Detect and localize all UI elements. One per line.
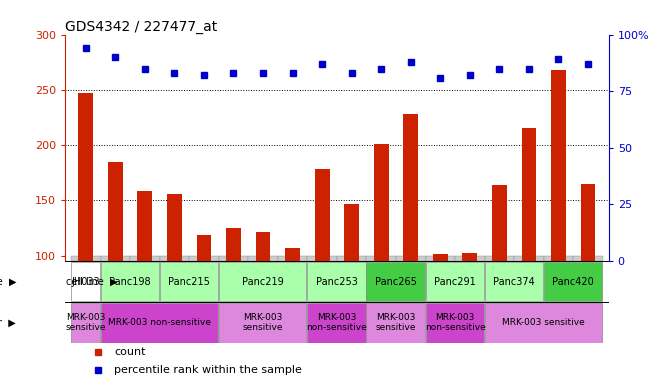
Bar (285, 248, 300, 261)
Bar (374, 144, 389, 261)
Text: MRK-003
sensitive: MRK-003 sensitive (243, 313, 283, 333)
Bar (367, 255, 396, 261)
Bar (256, 232, 270, 261)
Bar (71, 303, 100, 343)
Bar (581, 184, 596, 261)
Bar (78, 93, 93, 261)
Text: Panc291: Panc291 (434, 276, 476, 286)
Text: GDS4342 / 227477_at: GDS4342 / 227477_at (65, 20, 217, 33)
Text: MRK-003
non-sensitive: MRK-003 non-sensitive (424, 313, 486, 333)
Bar (455, 255, 484, 261)
Bar (100, 262, 159, 301)
Bar (219, 255, 248, 261)
Text: Panc253: Panc253 (316, 276, 358, 286)
Bar (396, 255, 426, 261)
Bar (71, 262, 100, 301)
Bar (307, 255, 337, 261)
Text: MRK-003
sensitive: MRK-003 sensitive (66, 313, 106, 333)
Bar (426, 303, 484, 343)
Bar (367, 262, 424, 301)
Text: Panc374: Panc374 (493, 276, 535, 286)
Text: Panc215: Panc215 (168, 276, 210, 286)
Bar (484, 303, 602, 343)
Bar (544, 255, 574, 261)
Bar (484, 262, 543, 301)
Bar (544, 262, 602, 301)
Bar (433, 254, 448, 261)
Bar (551, 70, 566, 261)
Text: MRK-003
sensitive: MRK-003 sensitive (376, 313, 416, 333)
Bar (167, 194, 182, 261)
Bar (197, 235, 212, 261)
Text: count: count (114, 347, 146, 357)
Text: MRK-003 sensitive: MRK-003 sensitive (503, 318, 585, 327)
Bar (159, 255, 189, 261)
Bar (130, 255, 159, 261)
Text: cell line  ▶: cell line ▶ (66, 276, 117, 286)
Bar (100, 255, 130, 261)
Text: Panc265: Panc265 (375, 276, 417, 286)
Bar (226, 228, 241, 261)
Bar (108, 162, 122, 261)
Bar (492, 185, 506, 261)
Bar (100, 303, 218, 343)
Bar (514, 255, 544, 261)
Bar (337, 255, 367, 261)
Text: percentile rank within the sample: percentile rank within the sample (114, 365, 302, 375)
Bar (314, 169, 329, 261)
Text: MRK-003
non-sensitive: MRK-003 non-sensitive (307, 313, 367, 333)
Text: cell line  ▶: cell line ▶ (0, 276, 16, 286)
Bar (307, 262, 366, 301)
Text: Panc420: Panc420 (552, 276, 594, 286)
Bar (71, 255, 100, 261)
Bar (404, 114, 418, 261)
Bar (484, 255, 514, 261)
Bar (159, 262, 218, 301)
Bar (189, 255, 219, 261)
Bar (307, 303, 366, 343)
Bar (426, 255, 455, 261)
Bar (462, 253, 477, 261)
Bar (521, 129, 536, 261)
Text: MRK-003 non-sensitive: MRK-003 non-sensitive (108, 318, 211, 327)
Bar (219, 262, 307, 301)
Text: Panc219: Panc219 (242, 276, 284, 286)
Bar (574, 255, 603, 261)
Bar (344, 204, 359, 261)
Bar (426, 262, 484, 301)
Bar (248, 255, 278, 261)
Bar (367, 303, 424, 343)
Bar (219, 303, 307, 343)
Bar (137, 192, 152, 261)
Text: other  ▶: other ▶ (0, 318, 16, 328)
Bar (278, 255, 307, 261)
Text: Panc198: Panc198 (109, 276, 151, 286)
Text: JH033: JH033 (72, 276, 100, 286)
